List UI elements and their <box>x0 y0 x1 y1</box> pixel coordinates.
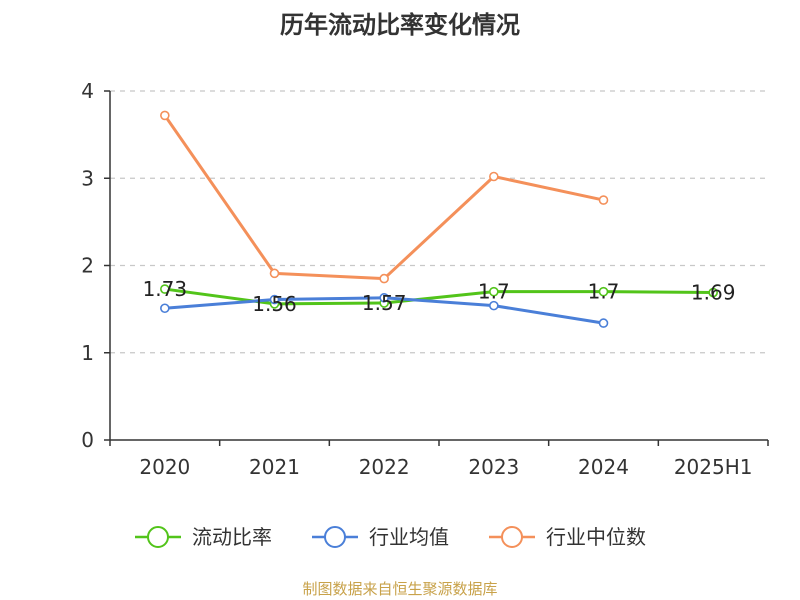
data-label: 1.69 <box>691 281 736 305</box>
data-point[interactable] <box>160 110 170 121</box>
data-point[interactable] <box>489 286 499 297</box>
data-point[interactable] <box>379 273 389 284</box>
series-line-2 <box>163 114 604 281</box>
x-tick-label: 2025H1 <box>674 455 753 479</box>
legend[interactable]: 流动比率 行业均值 行业中位数 <box>135 525 646 549</box>
legend-item-0[interactable]: 流动比率 <box>135 525 272 549</box>
series-layer <box>160 110 718 328</box>
legend-label: 行业中位数 <box>546 525 646 549</box>
grid-lines <box>110 90 768 354</box>
data-point[interactable] <box>598 195 609 205</box>
data-source-note: 制图数据来自恒生聚源数据库 <box>302 580 497 598</box>
data-point[interactable] <box>269 294 280 305</box>
y-tick-label: 1 <box>81 341 94 365</box>
data-point[interactable] <box>489 300 499 311</box>
legend-marker <box>147 526 169 548</box>
legend-item-2[interactable]: 行业中位数 <box>489 525 646 549</box>
legend-item-1[interactable]: 行业均值 <box>312 525 449 549</box>
data-point[interactable] <box>708 287 718 298</box>
data-labels: 1.73 1.56 1.57 1.7 1.7 1.69 <box>143 277 736 316</box>
data-point[interactable] <box>160 284 170 294</box>
legend-label: 流动比率 <box>192 525 272 549</box>
x-tick-label: 2020 <box>139 455 190 479</box>
data-label: 1.7 <box>478 280 510 304</box>
x-tick-label: 2024 <box>578 455 629 479</box>
data-label: 1.7 <box>588 280 620 304</box>
data-point[interactable] <box>379 292 389 303</box>
legend-marker <box>324 526 346 548</box>
data-point[interactable] <box>269 268 280 279</box>
y-tick-label: 2 <box>81 254 94 278</box>
data-point[interactable] <box>598 286 609 297</box>
data-label: 1.73 <box>143 277 188 301</box>
data-label: 1.57 <box>362 291 407 315</box>
y-tick-label: 0 <box>81 428 94 452</box>
x-tick-label: 2022 <box>359 455 410 479</box>
chart-title: 历年流动比率变化情况 <box>280 11 520 39</box>
data-label: 1.56 <box>252 292 297 316</box>
data-point[interactable] <box>489 171 499 182</box>
axes: 0 1 2 3 4 2020 2021 2022 2023 2024 2025H1 <box>81 79 769 479</box>
data-point[interactable] <box>160 303 170 314</box>
x-tick-label: 2023 <box>468 455 519 479</box>
legend-marker <box>501 526 523 548</box>
legend-label: 行业均值 <box>369 525 449 549</box>
x-tick-label: 2021 <box>249 455 300 479</box>
y-tick-label: 4 <box>81 79 94 103</box>
y-tick-label: 3 <box>81 166 94 190</box>
data-point[interactable] <box>598 318 609 328</box>
